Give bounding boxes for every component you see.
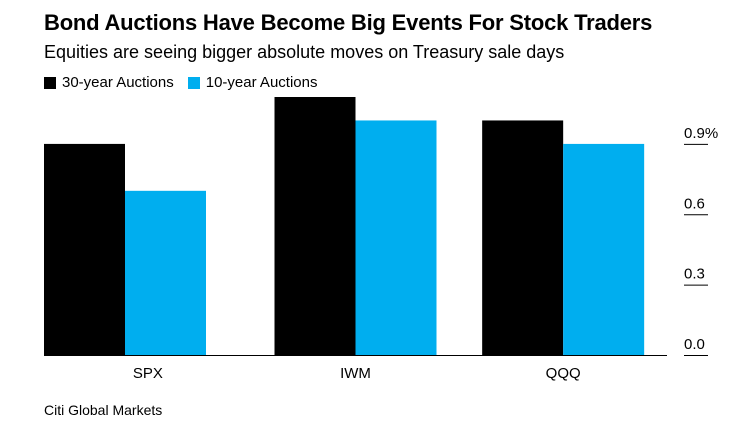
legend-item-10-year: 10-year Auctions <box>187 74 318 91</box>
x-tick-label-qqq: QQQ <box>546 365 581 382</box>
bar-spx-series-1 <box>44 143 125 355</box>
y-tick-label: 0.6 <box>684 195 705 212</box>
bar-qqq-series-1 <box>482 120 564 355</box>
x-tick-label-iwm: IWM <box>340 365 371 382</box>
legend-swatch-10-year <box>187 76 200 89</box>
y-tick-label: 0.0 <box>684 336 705 353</box>
source-note: Citi Global Markets <box>44 402 163 418</box>
chart-subtitle: Equities are seeing bigger absolute move… <box>44 42 565 62</box>
bar-iwm-series-2 <box>355 120 437 355</box>
chart-title: Bond Auctions Have Become Big Events For… <box>44 10 653 35</box>
y-tick-label: 0.9% <box>684 125 718 142</box>
legend-label-30-year: 30-year Auctions <box>62 74 174 91</box>
bar-iwm-series-1 <box>274 97 356 355</box>
y-tick-label: 0.3 <box>684 266 705 283</box>
bar-qqq-series-2 <box>563 143 645 355</box>
legend-item-30-year: 30-year Auctions <box>44 74 174 91</box>
legend-swatch-30-year <box>44 76 56 89</box>
x-tick-label-spx: SPX <box>133 365 163 382</box>
legend: 30-year Auctions 10-year Auctions <box>44 74 317 91</box>
legend-label-10-year: 10-year Auctions <box>205 74 318 91</box>
bar-spx-series-2 <box>125 190 206 355</box>
